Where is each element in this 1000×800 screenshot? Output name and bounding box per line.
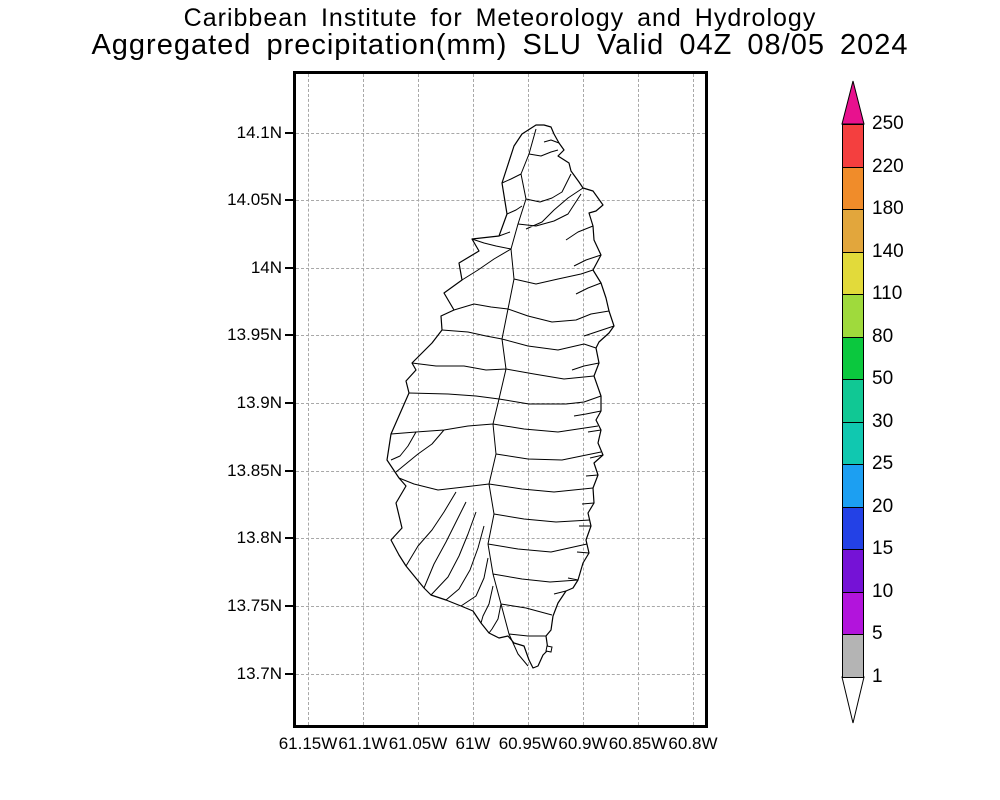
colorbar-value-label: 5 (872, 623, 883, 645)
gridline-vertical (473, 74, 474, 725)
colorbar-segment (842, 251, 864, 296)
y-tick-label: 13.9N (236, 393, 282, 413)
colorbar-segment (842, 124, 864, 168)
gridline-horizontal (296, 200, 705, 202)
gridline-vertical (528, 74, 529, 725)
y-tick-label: 13.7N (236, 663, 282, 683)
colorbar-segment (842, 506, 864, 551)
gridline-horizontal (296, 403, 705, 405)
gridline-horizontal (296, 538, 705, 540)
y-tick-label: 14.1N (236, 122, 282, 142)
y-tick-label: 13.85N (227, 460, 282, 480)
y-tick-label: 14.05N (227, 190, 282, 210)
colorbar: 250 220 180 140 110 80 50 30 25 20 15 10 5 1 (835, 75, 925, 735)
colorbar-value-label: 20 (872, 495, 894, 517)
colorbar-segment (842, 591, 864, 636)
gridline-horizontal (296, 132, 705, 134)
colorbar-segment (842, 209, 864, 253)
y-tick-mark (285, 605, 293, 608)
colorbar-value-label: 10 (872, 580, 894, 602)
colorbar-segment (842, 421, 864, 466)
saint-lucia-map-svg (386, 124, 615, 669)
colorbar-value-label: 250 (872, 113, 904, 134)
colorbar-value-label: 110 (872, 283, 903, 305)
y-tick-mark (285, 537, 293, 540)
y-tick-mark (285, 469, 293, 472)
x-tick-label: 61.15W (278, 734, 338, 753)
colorbar-segment (842, 166, 864, 211)
gridline-horizontal (296, 267, 705, 269)
colorbar-arrow-down (841, 676, 865, 724)
y-tick-label: 13.95N (227, 325, 282, 345)
x-tick-label: 61.1W (338, 734, 388, 753)
y-tick-mark (285, 402, 293, 405)
gridline-vertical (583, 74, 584, 725)
x-tick-label: 61W (455, 734, 491, 753)
y-tick-mark (285, 199, 293, 202)
gridline-horizontal (296, 673, 705, 675)
colorbar-segment (842, 294, 864, 338)
colorbar-segment (842, 464, 864, 508)
colorbar-segment (842, 634, 864, 678)
watershed-boundaries (390, 128, 615, 667)
y-tick-label: 14N (250, 257, 282, 277)
colorbar-value-label: 140 (872, 240, 904, 262)
colorbar-segment (842, 549, 864, 593)
y-tick-mark (285, 334, 293, 337)
y-tick-label: 13.75N (227, 596, 282, 616)
product-title: Aggregated precipitation(mm) SLU Valid 0… (91, 29, 909, 61)
x-tick-label: 61.05W (388, 734, 448, 753)
gridline-vertical (693, 74, 694, 725)
island-coastline (386, 124, 615, 669)
y-tick-mark (285, 131, 293, 134)
colorbar-value-label: 180 (872, 198, 904, 220)
colorbar-value-label: 15 (872, 538, 894, 560)
institute-title: Caribbean Institute for Meteorology and … (183, 4, 817, 32)
gridline-vertical (363, 74, 364, 725)
y-tick-mark (285, 266, 293, 269)
x-tick-label: 60.8W (668, 734, 718, 753)
x-tick-label: 60.9W (558, 734, 608, 753)
x-tick-label: 60.95W (498, 734, 558, 753)
colorbar-value-label: 1 (872, 666, 883, 688)
colorbar-value-label: 30 (872, 410, 894, 432)
y-tick-mark (285, 672, 293, 675)
colorbar-value-label: 25 (872, 453, 894, 475)
colorbar-segment (842, 336, 864, 381)
map-plot-frame (293, 71, 708, 728)
offshore-islet (545, 645, 553, 653)
gridline-horizontal (296, 470, 705, 472)
colorbar-value-label: 80 (872, 325, 894, 347)
colorbar-value-label: 50 (872, 368, 894, 390)
colorbar-value-label: 220 (872, 155, 904, 177)
y-tick-label: 13.8N (236, 528, 282, 548)
gridline-vertical (418, 74, 419, 725)
gridline-vertical (308, 74, 309, 725)
gridline-vertical (638, 74, 639, 725)
colorbar-segment (842, 379, 864, 423)
gridline-horizontal (296, 335, 705, 337)
x-tick-label: 60.85W (608, 734, 668, 753)
colorbar-arrow-up (841, 80, 865, 125)
